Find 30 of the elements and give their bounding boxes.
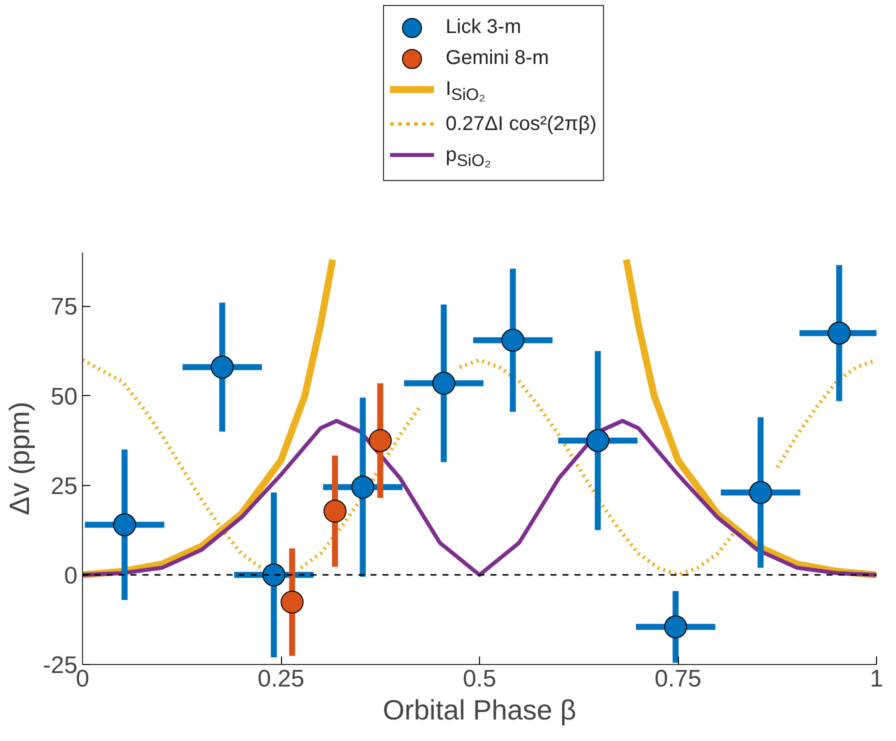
point <box>351 476 374 499</box>
point <box>113 513 136 536</box>
x-axis-title: Orbital Phase β <box>382 694 576 726</box>
point <box>323 500 346 523</box>
y-tick-label: 50 <box>50 383 78 410</box>
line-series <box>82 418 876 577</box>
y-axis-title: Δv (ppm) <box>4 402 35 516</box>
y-tick-label: 25 <box>50 472 78 500</box>
x-tick-label: 0.5 <box>462 666 496 692</box>
point <box>432 372 456 395</box>
y-tick-label: 75 <box>50 294 78 321</box>
point <box>210 356 234 379</box>
legend-label: 0.27ΔI cos²(2πβ) <box>446 112 596 134</box>
point <box>749 481 772 504</box>
y-tick-label: -25 <box>42 652 78 679</box>
point <box>501 328 524 352</box>
legend-label: Lick 3-m <box>446 16 522 38</box>
legend-label: I$_{SiO₂}$ <box>446 78 486 104</box>
y-tick-label: 0 <box>64 562 78 590</box>
x-tick-label: 0.25 <box>258 666 304 692</box>
legend-label: p$_{SiO₂}$ <box>446 144 491 170</box>
point <box>262 563 286 586</box>
point <box>664 615 688 638</box>
point <box>586 429 610 452</box>
x-tick-label: 1 <box>870 666 884 692</box>
x-tick-label: 0.75 <box>654 666 702 692</box>
legend-label: Gemini 8-m <box>446 47 549 69</box>
point <box>828 322 851 345</box>
point <box>280 590 304 614</box>
point <box>368 429 392 452</box>
